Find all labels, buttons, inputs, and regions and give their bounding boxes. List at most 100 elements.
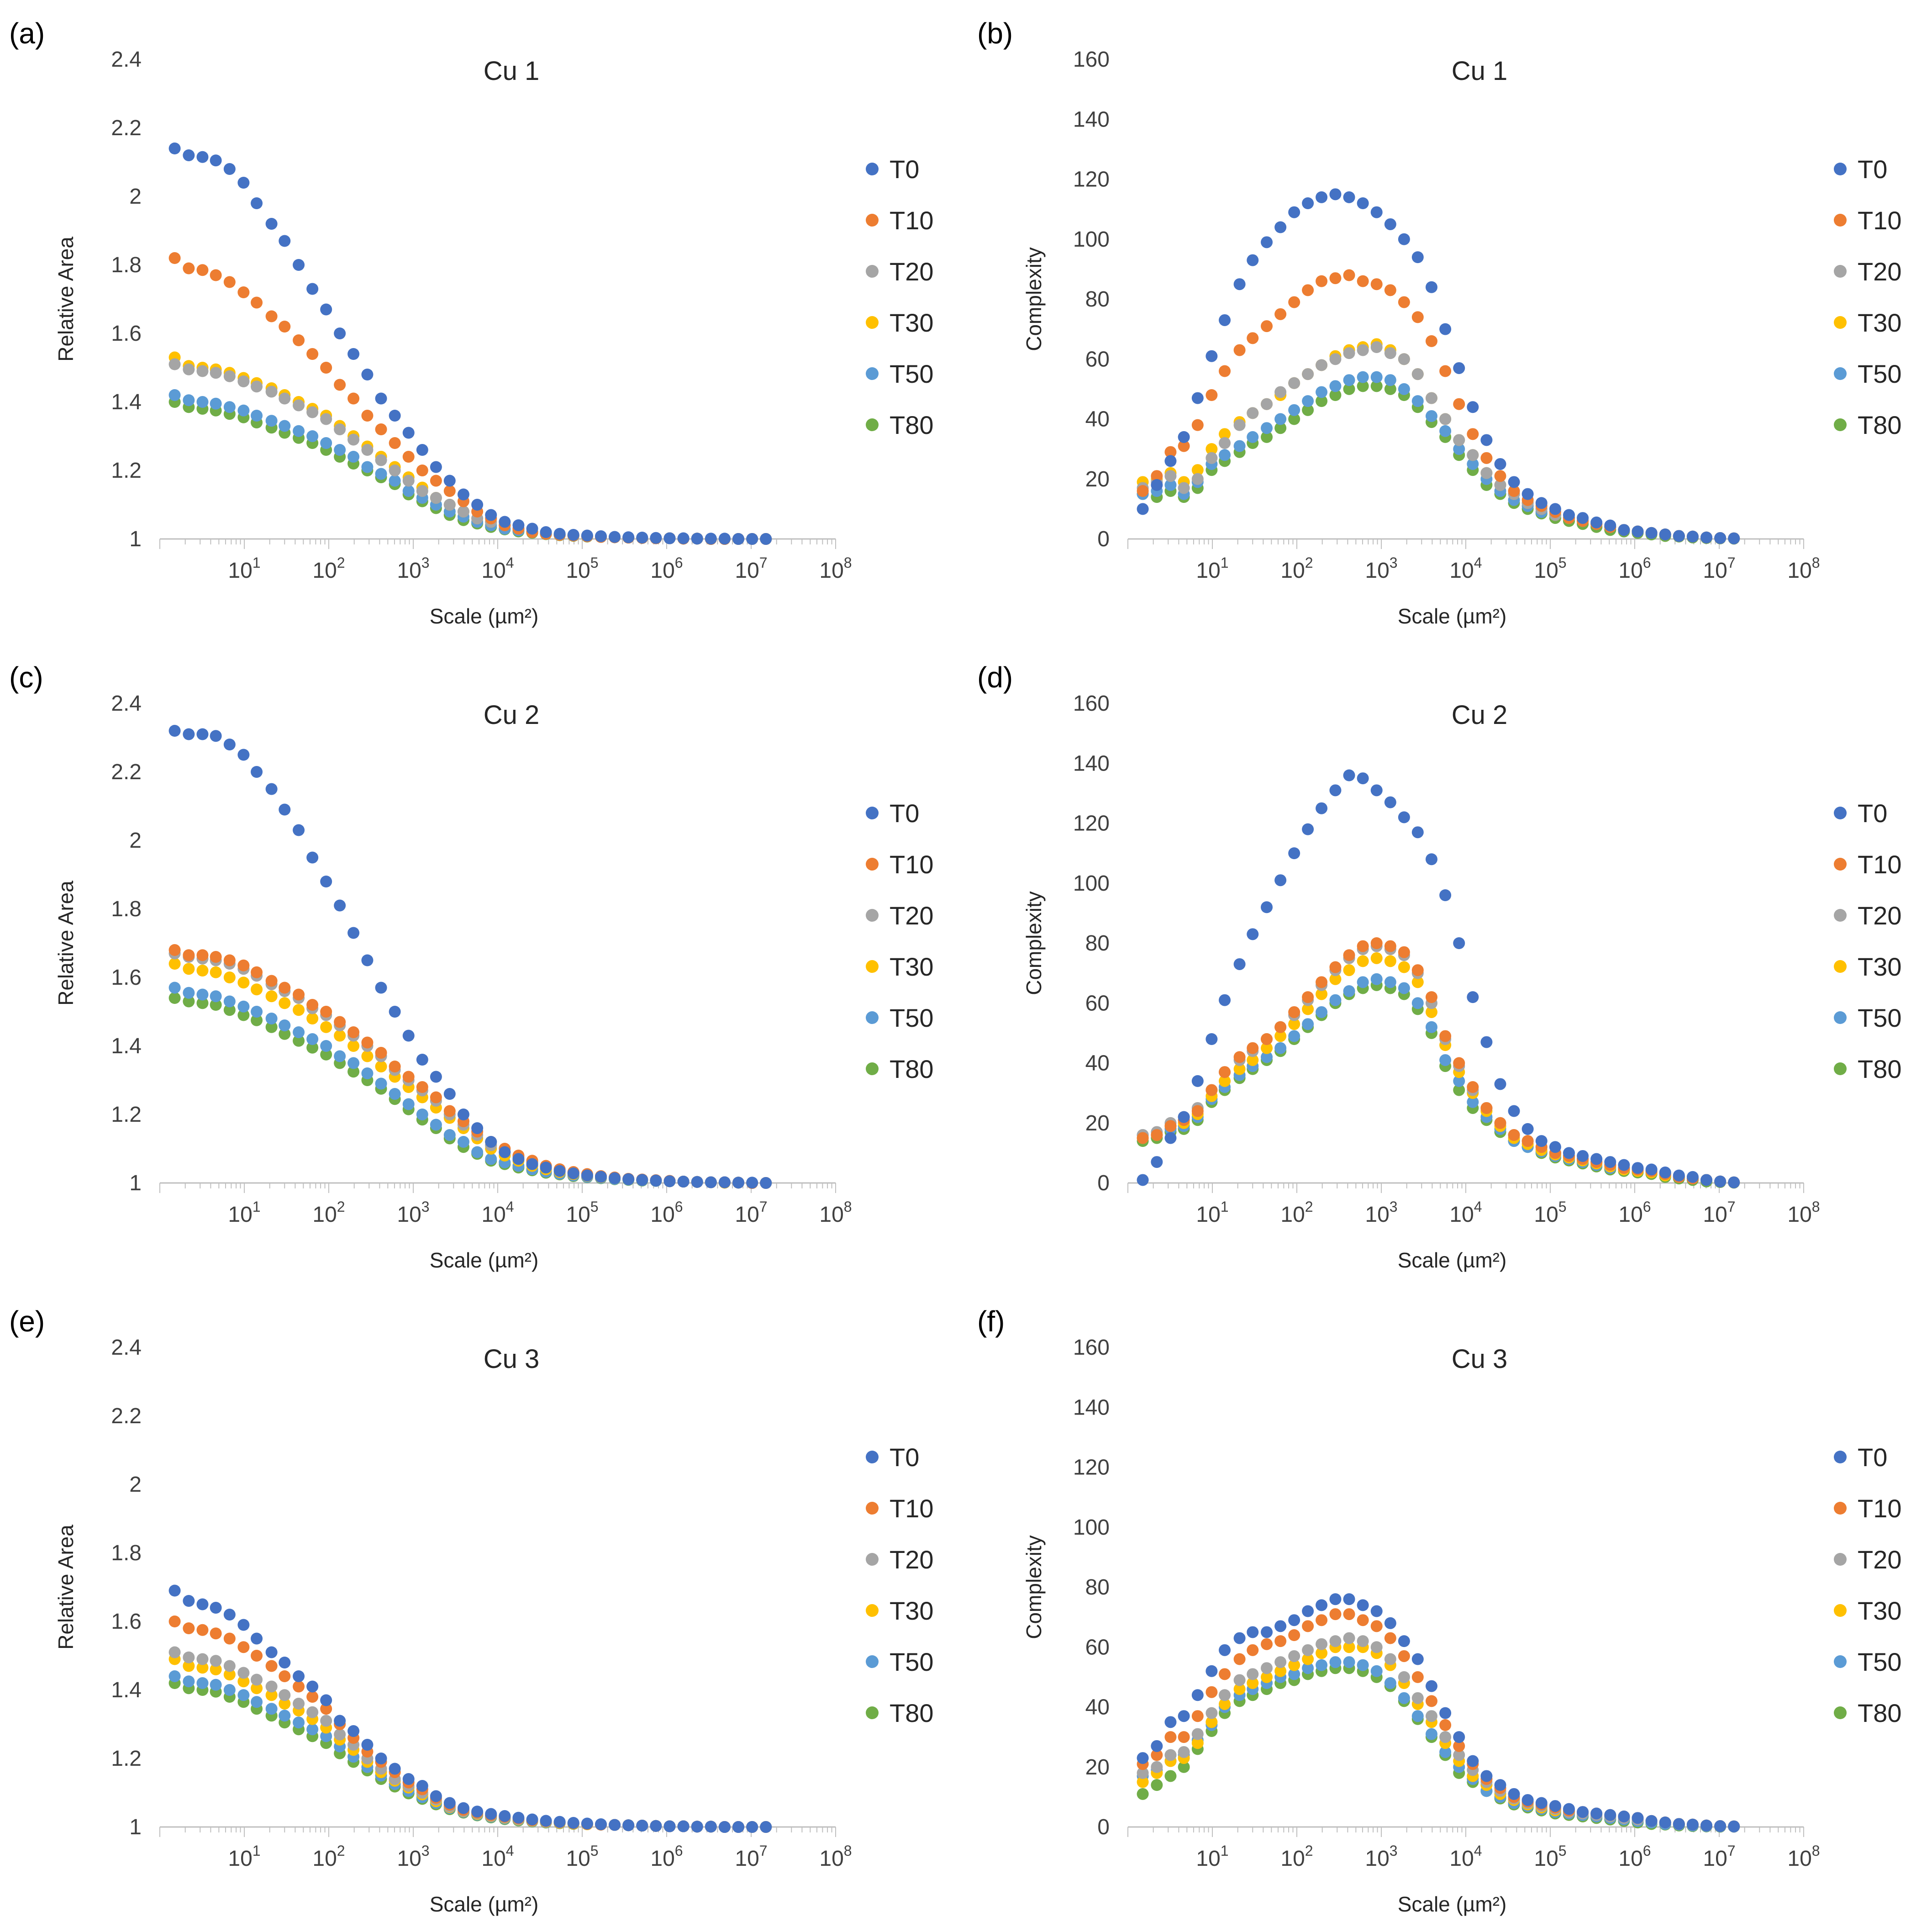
data-point	[1398, 353, 1410, 365]
data-point	[347, 1040, 360, 1052]
x-tick-base: 10	[1787, 1847, 1811, 1871]
x-tick-label: 104	[481, 1843, 514, 1871]
chart-title: Cu 1	[1452, 56, 1508, 86]
data-point	[1384, 1632, 1396, 1644]
x-axis-title: Scale (µm²)	[430, 604, 539, 628]
data-point	[251, 766, 263, 778]
data-point	[347, 1066, 360, 1078]
data-point	[416, 1109, 428, 1120]
data-point	[1453, 1057, 1465, 1069]
x-axis-title: Scale (µm²)	[1398, 604, 1507, 628]
y-tick-label: 1.6	[111, 322, 142, 346]
data-point	[1302, 1620, 1314, 1632]
data-point	[1219, 449, 1231, 461]
data-point	[1288, 413, 1300, 425]
data-point	[1659, 1167, 1671, 1179]
data-point	[210, 269, 222, 281]
legend-label: T80	[890, 1055, 934, 1083]
legend-label: T10	[890, 1494, 934, 1523]
x-tick-base: 10	[1449, 1203, 1474, 1227]
data-point	[636, 532, 648, 544]
data-point	[1164, 1132, 1177, 1144]
x-tick-exponent: 1	[253, 554, 261, 571]
data-point	[183, 149, 195, 161]
x-tick-exponent: 5	[590, 1198, 599, 1215]
data-point	[1316, 1647, 1328, 1659]
x-tick-base: 10	[1196, 559, 1220, 583]
data-point	[1467, 428, 1479, 440]
data-point	[1206, 1707, 1218, 1719]
data-point	[595, 530, 607, 542]
data-point	[1384, 976, 1396, 988]
data-point	[251, 983, 263, 996]
data-point	[402, 485, 415, 497]
data-point	[1329, 973, 1342, 985]
legend-label: T80	[890, 1699, 934, 1727]
data-point	[1357, 976, 1369, 988]
data-point	[1219, 1698, 1231, 1710]
data-point	[1728, 1176, 1740, 1188]
data-point	[1700, 1174, 1713, 1186]
y-tick-label: 1	[129, 527, 142, 551]
data-point	[1357, 1635, 1369, 1647]
data-point	[1425, 1021, 1437, 1033]
data-point	[1274, 1021, 1287, 1033]
data-point	[1577, 1150, 1589, 1162]
data-point	[196, 264, 209, 276]
chart-title: Cu 3	[1452, 1344, 1508, 1374]
data-point	[223, 163, 236, 175]
data-point	[1151, 1761, 1163, 1773]
data-point	[746, 1821, 758, 1833]
data-point	[663, 1175, 676, 1188]
data-point	[732, 1821, 745, 1833]
legend-label: T50	[1858, 1647, 1902, 1676]
y-tick-label: 60	[1085, 991, 1110, 1015]
legend-marker	[866, 1553, 879, 1566]
x-tick-label: 105	[566, 554, 598, 583]
legend-marker	[866, 1502, 879, 1515]
data-point	[1151, 1129, 1163, 1141]
data-point	[1206, 1686, 1218, 1698]
data-point	[293, 1004, 305, 1016]
data-point	[1618, 1811, 1630, 1823]
data-point	[595, 1171, 607, 1183]
data-point	[1261, 320, 1273, 333]
data-point	[1398, 1650, 1410, 1662]
data-point	[1370, 341, 1383, 353]
data-point	[1316, 275, 1328, 287]
data-point	[210, 154, 222, 167]
data-point	[183, 963, 195, 975]
data-point	[306, 1691, 319, 1703]
data-point	[1411, 368, 1424, 380]
x-tick-base: 10	[1280, 559, 1305, 583]
x-tick-base: 10	[312, 1847, 337, 1871]
x-axis-title: Scale (µm²)	[430, 1892, 539, 1916]
data-point	[1508, 476, 1520, 488]
data-point	[237, 404, 250, 417]
data-point	[430, 461, 442, 473]
data-point	[443, 1797, 456, 1809]
data-point	[1370, 278, 1383, 290]
data-point	[402, 1098, 415, 1110]
data-point	[1247, 1677, 1259, 1689]
data-point	[1714, 532, 1727, 544]
panel-c: (c) Cu 2 Relative Area 1 1.2 1.4 1.6 1.8 2 2.2 2.4…	[9, 661, 934, 1272]
series-T50	[1137, 1656, 1740, 1833]
data-point	[457, 506, 469, 517]
data-point	[732, 1177, 745, 1189]
y-axis-title: Relative Area	[54, 881, 78, 1006]
data-point	[183, 1622, 195, 1634]
x-tick-label: 105	[1534, 1843, 1566, 1871]
x-tick-base: 10	[1618, 1847, 1642, 1871]
data-point	[1302, 368, 1314, 380]
series-T10	[1137, 1608, 1740, 1832]
data-point	[1343, 769, 1355, 781]
data-point	[1411, 311, 1424, 323]
series-T10	[1137, 269, 1740, 544]
legend-marker	[1834, 214, 1847, 227]
x-axis-title: Scale (µm²)	[430, 1248, 539, 1272]
data-point	[485, 1136, 497, 1148]
data-point	[581, 1817, 593, 1830]
data-point	[1453, 1731, 1465, 1743]
data-point	[416, 1081, 428, 1093]
